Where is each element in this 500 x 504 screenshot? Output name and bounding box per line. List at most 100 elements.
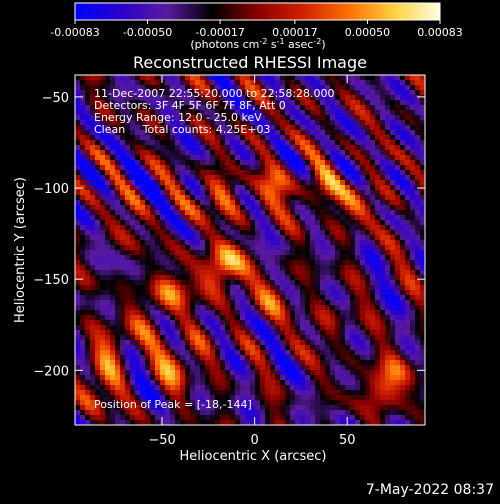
heatmap-cell: [220, 310, 226, 316]
heatmap-cell: [195, 235, 201, 241]
heatmap-cell: [180, 335, 186, 341]
y-tick-label: −100: [33, 182, 69, 197]
heatmap-cell: [385, 210, 391, 216]
heatmap-cell: [400, 280, 406, 286]
heatmap-cell: [105, 265, 111, 271]
heatmap-cell: [180, 350, 186, 356]
heatmap-cell: [290, 385, 296, 391]
heatmap-cell: [390, 170, 396, 176]
heatmap-cell: [220, 295, 226, 301]
heatmap-cell: [140, 410, 146, 416]
heatmap-cell: [200, 320, 206, 326]
heatmap-cell: [265, 120, 271, 126]
heatmap-cell: [240, 330, 246, 336]
heatmap-cell: [270, 265, 276, 271]
heatmap-cell: [190, 360, 196, 366]
heatmap-cell: [405, 405, 411, 411]
heatmap-cell: [360, 340, 366, 346]
heatmap-cell: [195, 265, 201, 271]
heatmap-cell: [180, 285, 186, 291]
heatmap-cell: [220, 120, 226, 126]
heatmap-cell: [250, 215, 256, 221]
heatmap-cell: [220, 85, 226, 91]
heatmap-cell: [360, 320, 366, 326]
heatmap-cell: [120, 345, 126, 351]
heatmap-cell: [195, 240, 201, 246]
heatmap-cell: [105, 335, 111, 341]
heatmap-cell: [400, 230, 406, 236]
heatmap-cell: [360, 85, 366, 91]
heatmap-cell: [295, 295, 301, 301]
heatmap-cell: [300, 355, 306, 361]
heatmap-cell: [240, 270, 246, 276]
heatmap-cell: [310, 200, 316, 206]
heatmap-cell: [105, 240, 111, 246]
heatmap-cell: [255, 380, 261, 386]
heatmap-cell: [120, 200, 126, 206]
heatmap-cell: [155, 390, 161, 396]
heatmap-cell: [185, 355, 191, 361]
heatmap-cell: [320, 395, 326, 401]
heatmap-cell: [415, 120, 421, 126]
heatmap-cell: [225, 365, 231, 371]
heatmap-cell: [330, 410, 336, 416]
heatmap-cell: [145, 160, 151, 166]
heatmap-cell: [85, 95, 91, 101]
heatmap-cell: [75, 200, 81, 206]
heatmap-cell: [125, 110, 131, 116]
heatmap-cell: [415, 130, 421, 136]
heatmap-cell: [355, 140, 361, 146]
heatmap-cell: [290, 255, 296, 261]
heatmap-cell: [380, 300, 386, 306]
heatmap-cell: [75, 245, 81, 251]
heatmap-cell: [215, 385, 221, 391]
heatmap-cell: [295, 315, 301, 321]
heatmap-cell: [230, 215, 236, 221]
heatmap-cell: [85, 410, 91, 416]
heatmap-cell: [420, 200, 425, 206]
heatmap-cell: [190, 395, 196, 401]
heatmap-cell: [420, 350, 425, 356]
heatmap-cell: [125, 170, 131, 176]
heatmap-cell: [245, 105, 251, 111]
heatmap-cell: [340, 300, 346, 306]
heatmap-cell: [400, 285, 406, 291]
heatmap-cell: [265, 365, 271, 371]
heatmap-cell: [420, 260, 425, 266]
heatmap-cell: [80, 155, 86, 161]
heatmap-cell: [270, 255, 276, 261]
heatmap-cell: [170, 95, 176, 101]
heatmap-cell: [170, 245, 176, 251]
heatmap-cell: [245, 335, 251, 341]
heatmap-cell: [240, 400, 246, 406]
heatmap-cell: [100, 350, 106, 356]
heatmap-cell: [345, 350, 351, 356]
heatmap-cell: [410, 325, 416, 331]
heatmap-cell: [420, 295, 425, 301]
heatmap-cell: [375, 140, 381, 146]
heatmap-cell: [105, 370, 111, 376]
heatmap-cell: [330, 355, 336, 361]
heatmap-cell: [220, 115, 226, 121]
heatmap-cell: [110, 140, 116, 146]
heatmap-cell: [105, 80, 111, 86]
heatmap-cell: [220, 300, 226, 306]
heatmap-cell: [305, 220, 311, 226]
heatmap-cell: [170, 155, 176, 161]
heatmap-cell: [140, 120, 146, 126]
heatmap-cell: [420, 305, 425, 311]
heatmap-cell: [405, 375, 411, 381]
heatmap-cell: [405, 265, 411, 271]
heatmap-cell: [85, 135, 91, 141]
heatmap-cell: [385, 300, 391, 306]
heatmap-cell: [215, 145, 221, 151]
heatmap-cell: [230, 410, 236, 416]
heatmap-cell: [115, 315, 121, 321]
heatmap-cell: [120, 310, 126, 316]
heatmap-cell: [230, 180, 236, 186]
heatmap-cell: [375, 145, 381, 151]
heatmap-cell: [145, 345, 151, 351]
heatmap-cell: [330, 295, 336, 301]
heatmap-cell: [160, 395, 166, 401]
heatmap-cell: [385, 80, 391, 86]
